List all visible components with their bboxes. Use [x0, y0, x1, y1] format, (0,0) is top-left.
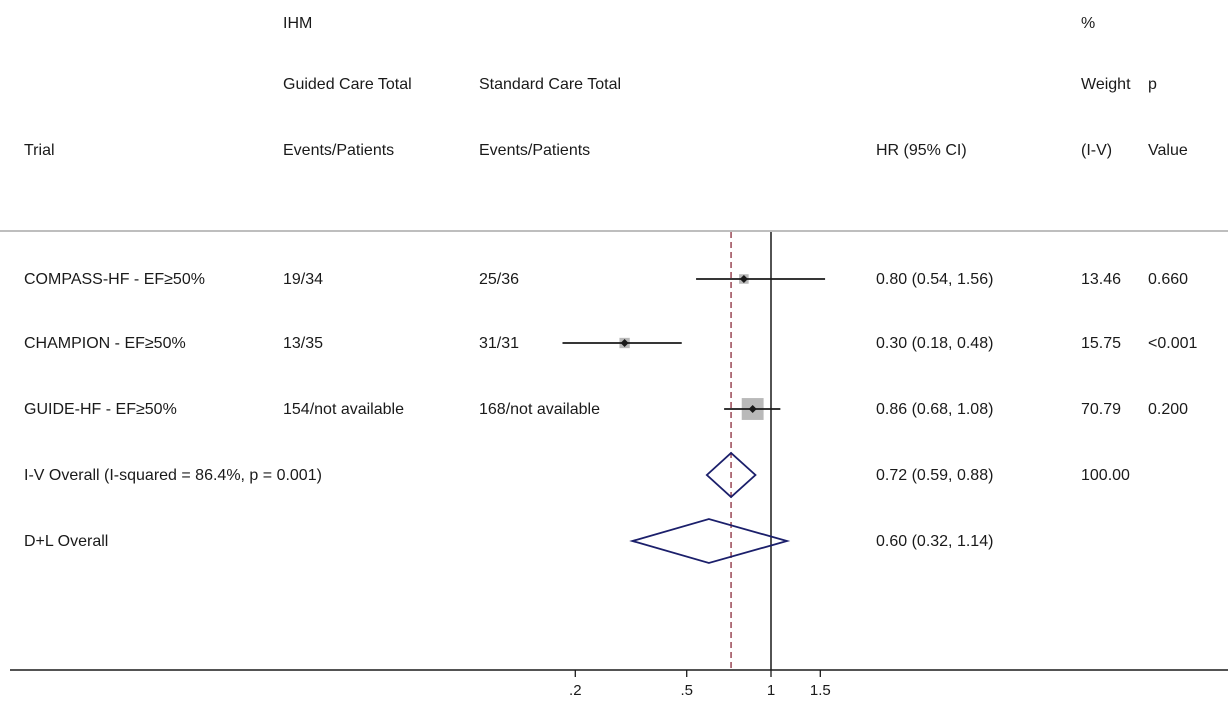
point-estimate-marker	[620, 339, 629, 347]
x-tick-label: .2	[569, 682, 582, 699]
row-standard: 31/31	[479, 335, 520, 352]
row-weight: 70.79	[1081, 401, 1122, 418]
x-tick-label: .5	[680, 682, 693, 699]
row-trial: CHAMPION - EF≥50%	[24, 335, 186, 352]
row-hr-text: 0.80 (0.54, 1.56)	[876, 271, 994, 288]
row-trial: GUIDE-HF - EF≥50%	[24, 401, 177, 418]
row-trial: COMPASS-HF - EF≥50%	[24, 271, 205, 288]
header-iv: (I-V)	[1081, 142, 1113, 159]
header-trial: Trial	[24, 142, 55, 159]
pooled-diamond	[705, 451, 757, 499]
row-standard: 168/not available	[479, 401, 600, 418]
x-tick-label: 1	[767, 682, 775, 699]
header-hr-ci: HR (95% CI)	[876, 142, 967, 159]
row-trial: I-V Overall (I-squared = 86.4%, p = 0.00…	[24, 467, 322, 484]
pooled-diamond	[629, 518, 791, 564]
row-hr-text: 0.30 (0.18, 0.48)	[876, 335, 994, 352]
row-standard: 25/36	[479, 271, 520, 288]
row-hr-text: 0.86 (0.68, 1.08)	[876, 401, 994, 418]
header-value: Value	[1148, 142, 1188, 159]
header-guided-total: Guided Care Total	[283, 76, 412, 93]
point-estimate-marker	[739, 275, 748, 283]
point-estimate-marker	[748, 405, 757, 413]
row-hr-text: 0.60 (0.32, 1.14)	[876, 533, 994, 550]
header-standard-total: Standard Care Total	[479, 76, 622, 93]
row-weight: 13.46	[1081, 271, 1122, 288]
row-weight: 100.00	[1081, 467, 1130, 484]
row-p-value: <0.001	[1148, 335, 1198, 352]
row-p-value: 0.200	[1148, 401, 1189, 418]
header-guided-events: Events/Patients	[283, 142, 395, 159]
row-guided: 13/35	[283, 335, 324, 352]
row-trial: D+L Overall	[24, 533, 109, 550]
row-hr-text: 0.72 (0.59, 0.88)	[876, 467, 994, 484]
header-weight: Weight	[1081, 76, 1131, 93]
row-guided: 154/not available	[283, 401, 404, 418]
header-standard-events: Events/Patients	[479, 142, 591, 159]
row-guided: 19/34	[283, 271, 324, 288]
header-pct: %	[1081, 15, 1096, 32]
x-tick-label: 1.5	[810, 682, 831, 699]
header-p: p	[1148, 76, 1157, 93]
row-p-value: 0.660	[1148, 271, 1189, 288]
header-ihm: IHM	[283, 15, 313, 32]
row-weight: 15.75	[1081, 335, 1122, 352]
